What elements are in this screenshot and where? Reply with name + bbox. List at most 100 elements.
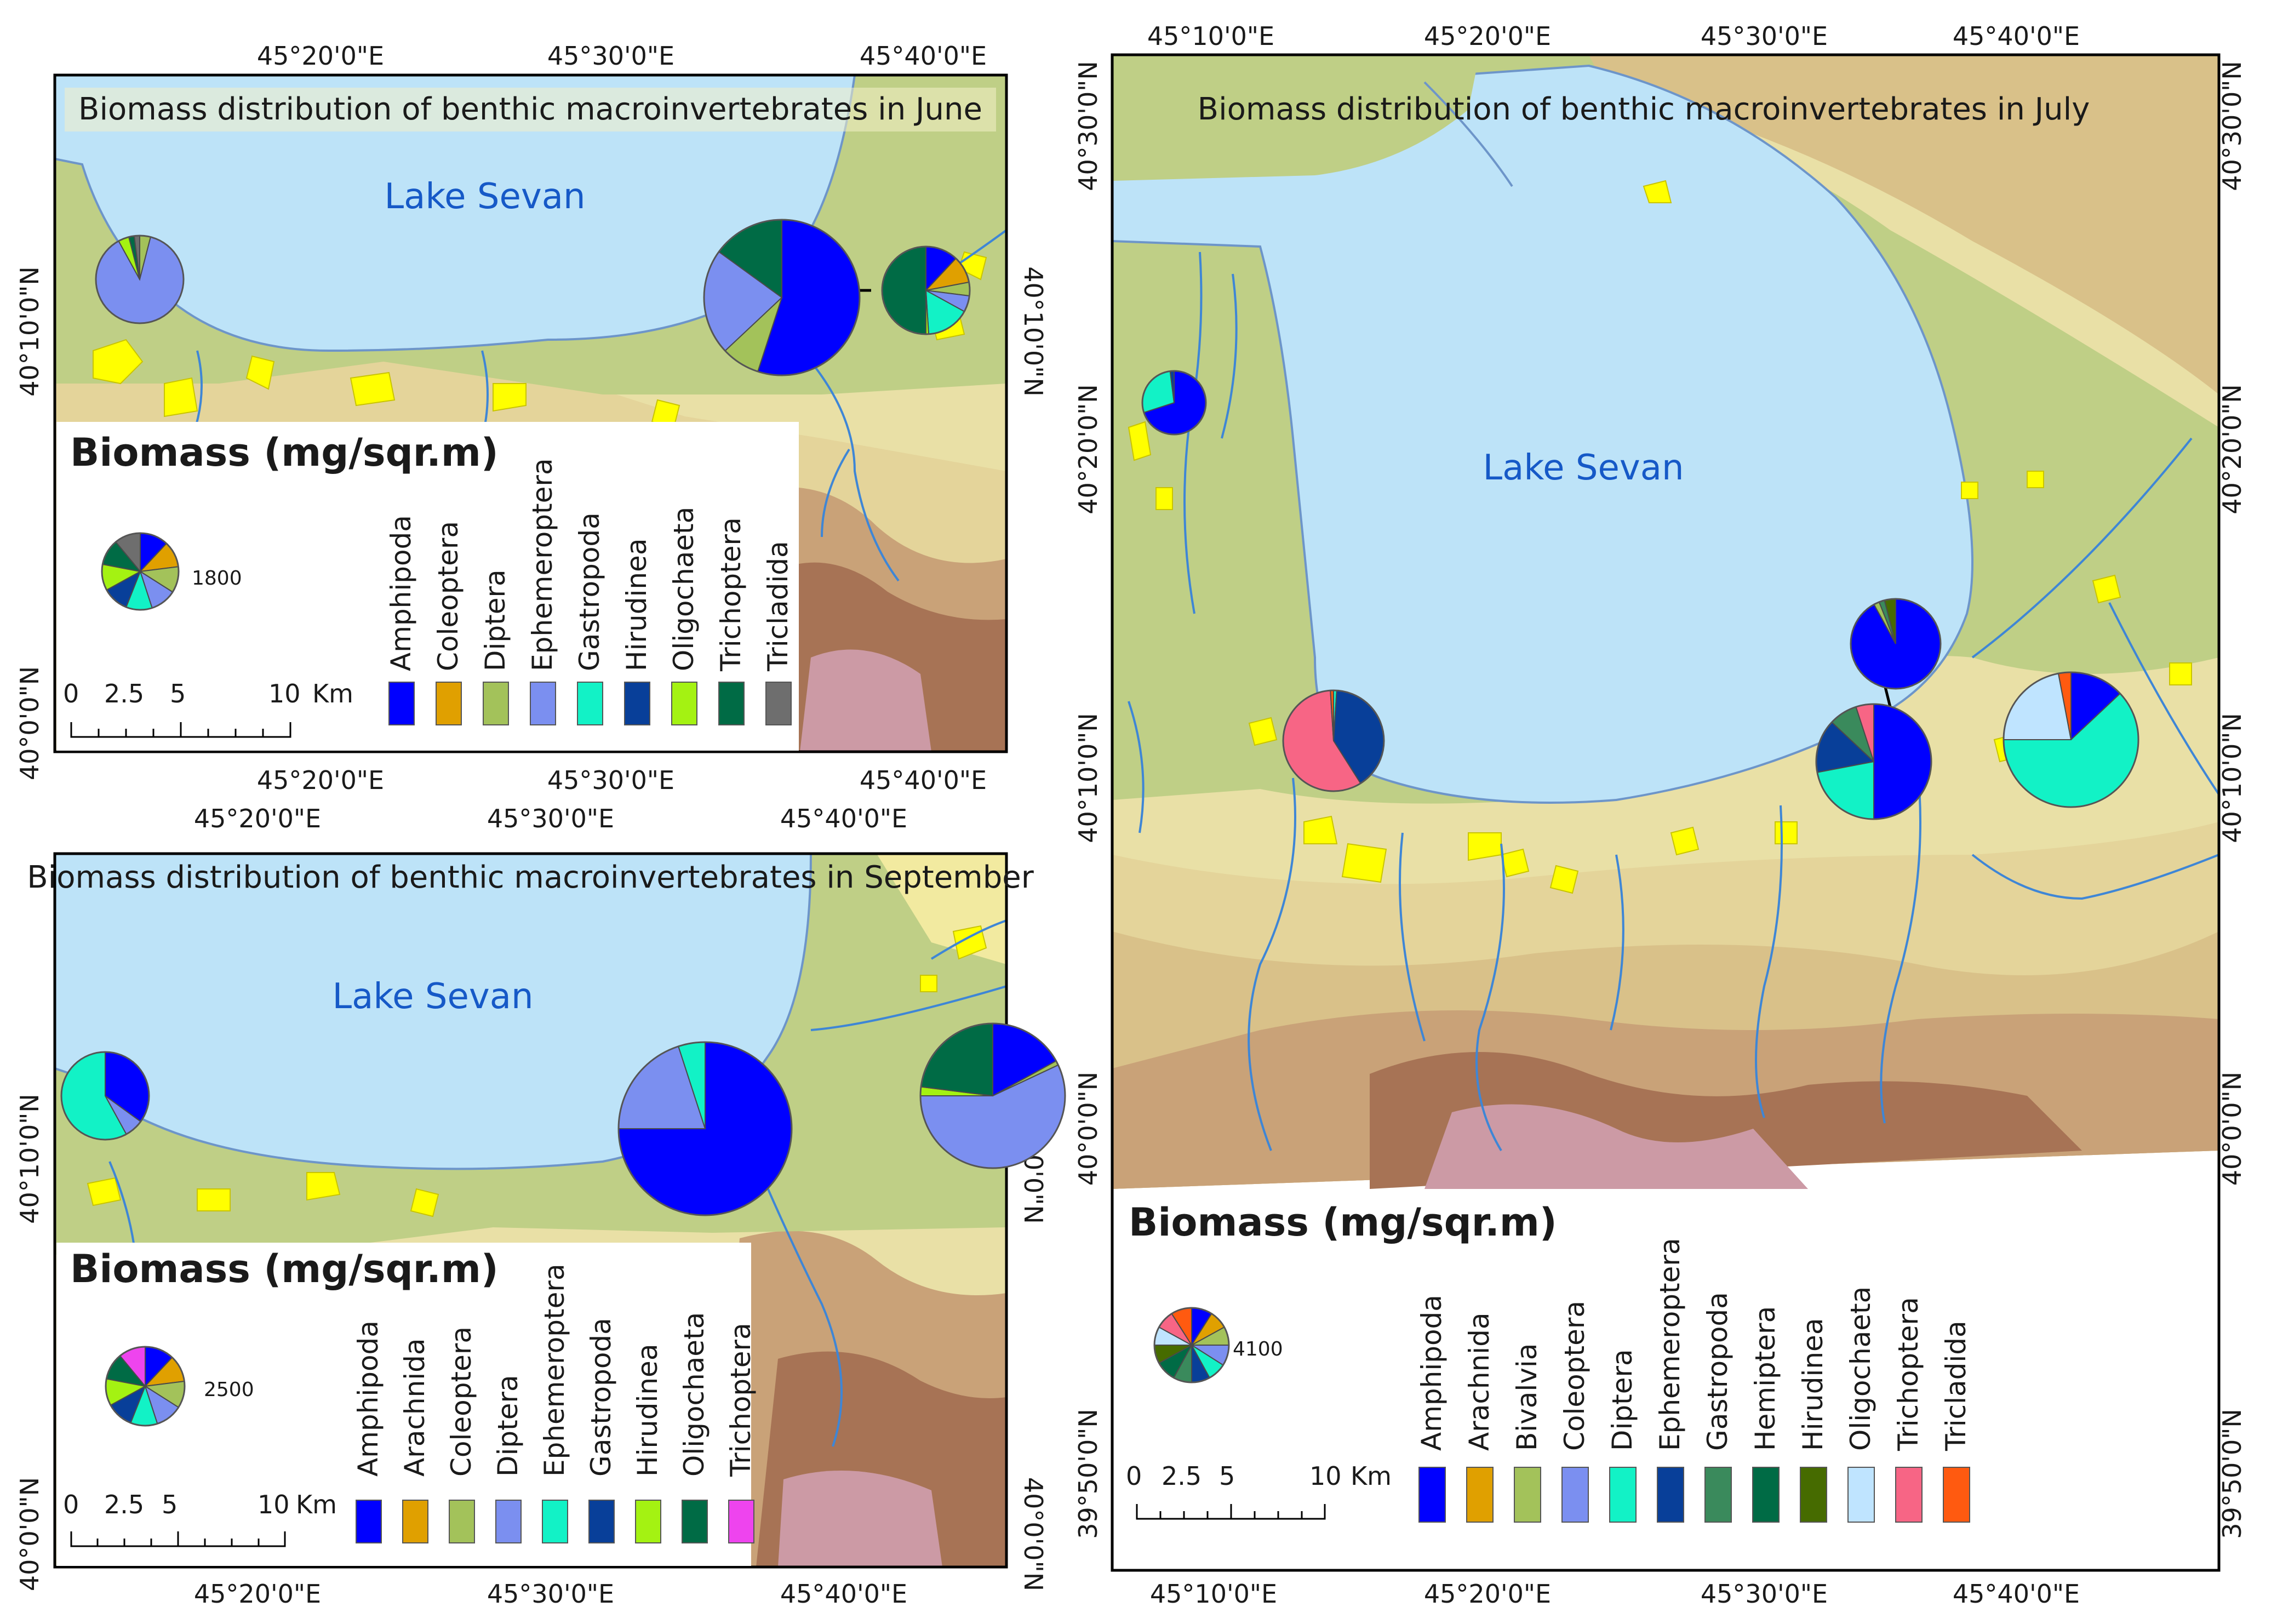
september-pie-center-large	[617, 1041, 793, 1216]
july-top-tick-2: 45°20'0"E	[1424, 21, 1551, 51]
july-bottom-tick-4: 45°40'0"E	[1953, 1579, 2080, 1609]
june-legend-swatch-hirudinea	[624, 682, 650, 725]
july-top-tick-1: 45°10'0"E	[1147, 21, 1274, 51]
july-pie-east-shore	[1850, 598, 1942, 690]
july-bottom-tick-1: 45°10'0"E	[1150, 1579, 1277, 1609]
september-bottom-tick-1: 45°20'0"E	[194, 1579, 321, 1609]
july-legend-swatch-hirudinea	[1800, 1467, 1827, 1523]
june-bottom-tick-2: 45°30'0"E	[547, 765, 674, 795]
july-legend-swatch-bivalvia	[1514, 1467, 1541, 1523]
june-legend-label-coleoptera: Coleoptera	[432, 521, 464, 671]
june-top-tick-3: 45°40'0"E	[860, 41, 987, 71]
july-scale-0: 0	[1126, 1461, 1142, 1491]
july-bottom-ticks: 45°10'0"E 45°20'0"E 45°30'0"E 45°40'0"E	[1150, 1579, 2080, 1609]
july-pie-north-west	[1141, 370, 1207, 436]
july-legend-swatch-tricladida	[1943, 1467, 1970, 1523]
september-scale-unit: Km	[296, 1490, 337, 1519]
september-top-tick-3: 45°40'0"E	[780, 804, 907, 833]
june-bottom-tick-1: 45°20'0"E	[257, 765, 384, 795]
june-scale-unit: Km	[312, 679, 353, 708]
june-legend-swatch-amphipoda	[388, 682, 415, 725]
september-scale-5: 5	[162, 1490, 178, 1519]
september-legend-swatch-arachnida	[402, 1500, 428, 1543]
june-top-tick-1: 45°20'0"E	[257, 41, 384, 71]
june-top-ticks: 45°20'0"E 45°30'0"E 45°40'0"E	[257, 41, 987, 71]
june-legend-label-amphipoda: Amphipoda	[385, 515, 417, 671]
june-bottom-ticks: 45°20'0"E 45°30'0"E 45°40'0"E	[257, 765, 987, 795]
july-title: Biomass distribution of benthic macroinv…	[1198, 92, 2090, 127]
september-scale-0: 0	[63, 1490, 79, 1519]
july-pie-east-large-outline	[2003, 671, 2139, 808]
june-bottom-tick-3: 45°40'0"E	[860, 765, 987, 795]
july-legend-swatch-hemiptera	[1752, 1467, 1780, 1523]
july-legend-label-hirudinea: Hirudinea	[1797, 1318, 1829, 1451]
july-right-tick-2: 40°20'0"N	[2217, 384, 2247, 514]
september-bottom-tick-2: 45°30'0"E	[487, 1579, 614, 1609]
july-reference-pie	[1153, 1307, 1230, 1383]
september-legend-label-oligochaeta: Oligochaeta	[678, 1312, 710, 1477]
july-legend-swatch-trichoptera	[1895, 1467, 1923, 1523]
september-legend-heading: Biomass (mg/sqr.m)	[70, 1246, 499, 1291]
june-legend-label-gastropoda: Gastropoda	[574, 512, 605, 671]
july-right-tick-3: 40°10'0"N	[2217, 713, 2247, 843]
july-legend-label-ephemeroptera: Ephemeroptera	[1654, 1238, 1686, 1451]
july-legend-label-hemiptera: Hemiptera	[1749, 1306, 1781, 1451]
july-legend-swatch-coleoptera	[1561, 1467, 1589, 1523]
july-scale-5: 5	[1219, 1461, 1235, 1491]
september-pie-east-outline	[919, 1022, 1066, 1169]
july-right-tick-4: 40°0'0"N	[2217, 1072, 2247, 1186]
july-scale-unit: Km	[1351, 1461, 1392, 1491]
july-legend-heading: Biomass (mg/sqr.m)	[1129, 1200, 1557, 1245]
july-pie-south-east-outline	[1815, 703, 1932, 820]
september-pie-center-large-outline	[617, 1041, 793, 1216]
july-legend-swatch-oligochaeta	[1847, 1467, 1875, 1523]
september-pie-east	[919, 1022, 1066, 1169]
september-scale-2: 2.5	[104, 1490, 144, 1519]
september-scale-10: 10	[258, 1490, 290, 1519]
september-legend-label-arachnida: Arachnida	[399, 1338, 431, 1477]
july-bottom-tick-2: 45°20'0"E	[1424, 1579, 1551, 1609]
july-left-tick-1: 40°30'0"N	[1073, 61, 1103, 191]
september-top-tick-2: 45°30'0"E	[487, 804, 614, 833]
june-legend-label-tricladida: Tricladida	[762, 541, 794, 672]
june-legend-label-oligochaeta: Oligochaeta	[668, 507, 700, 671]
june-left-tick-2: 40°0'0"N	[15, 666, 44, 780]
july-pie-south-west	[1282, 689, 1385, 792]
july-reference-pie-outline	[1153, 1307, 1230, 1383]
july-left-tick-3: 40°10'0"N	[1073, 713, 1103, 843]
july-top-tick-4: 45°40'0"E	[1953, 21, 2080, 51]
july-map-area	[1112, 55, 2219, 1570]
june-scale-5: 5	[170, 679, 186, 708]
september-legend-label-trichoptera: Trichoptera	[725, 1323, 757, 1477]
june-legend-swatch-trichoptera	[718, 682, 745, 725]
september-legend-swatch-diptera	[495, 1500, 522, 1543]
june-pie-east-large	[703, 219, 861, 376]
july-left-tick-2: 40°20'0"N	[1073, 384, 1103, 514]
september-legend-swatch-amphipoda	[356, 1500, 382, 1543]
july-legend-label-trichoptera: Trichoptera	[1892, 1297, 1924, 1451]
july-scale-bar: 0 2.5 5 10 Km	[1126, 1461, 1392, 1520]
june-reference-value: 1800	[192, 567, 242, 590]
september-bottom-ticks: 45°20'0"E 45°30'0"E 45°40'0"E	[194, 1579, 907, 1609]
september-legend-swatch-hirudinea	[635, 1500, 661, 1543]
june-legend-heading: Biomass (mg/sqr.m)	[70, 430, 499, 475]
june-scale-2: 2.5	[104, 679, 144, 708]
september-legend-label-coleoptera: Coleoptera	[445, 1326, 477, 1477]
june-pie-east-small-outline	[881, 245, 971, 335]
september-legend-swatch-coleoptera	[449, 1500, 475, 1543]
july-pie-east-shore-outline	[1850, 598, 1942, 690]
july-legend-swatch-diptera	[1609, 1467, 1637, 1523]
september-legend-swatch-trichoptera	[728, 1500, 754, 1543]
july-legend-label-oligochaeta: Oligochaeta	[1845, 1286, 1876, 1451]
july-left-tick-4: 40°0'0"N	[1073, 1072, 1103, 1186]
june-legend-label-trichoptera: Trichoptera	[715, 517, 747, 672]
june-top-tick-2: 45°30'0"E	[547, 41, 674, 71]
september-left-tick-2: 40°0'0"N	[15, 1477, 44, 1591]
june-scale-bar: 0 2.5 5 10 Km	[63, 679, 353, 738]
september-top-ticks: 45°20'0"E 45°30'0"E 45°40'0"E	[194, 804, 907, 833]
september-legend-swatch-oligochaeta	[682, 1500, 708, 1543]
july-top-tick-3: 45°30'0"E	[1701, 21, 1828, 51]
september-pie-west-outline	[60, 1051, 150, 1141]
june-reference-pie	[101, 532, 180, 611]
